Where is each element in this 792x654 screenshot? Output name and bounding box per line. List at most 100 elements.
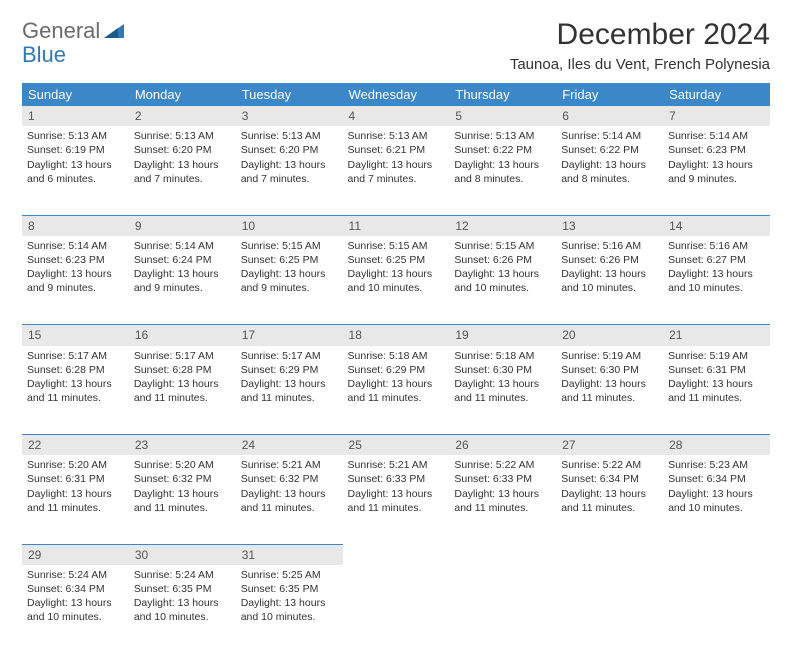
sunset-text: Sunset: 6:32 PM	[241, 472, 338, 486]
empty-day	[343, 565, 450, 654]
sunset-text: Sunset: 6:31 PM	[27, 472, 124, 486]
day-number: 25	[343, 435, 450, 456]
day-number: 13	[556, 215, 663, 236]
weekday-header: Wednesday	[343, 83, 450, 106]
daylight-text: Daylight: 13 hours and 10 minutes.	[454, 267, 551, 295]
sunset-text: Sunset: 6:20 PM	[134, 143, 231, 157]
sunset-text: Sunset: 6:34 PM	[668, 472, 765, 486]
weekday-header: Sunday	[22, 83, 129, 106]
sunrise-text: Sunrise: 5:18 AM	[348, 349, 445, 363]
calendar-table: SundayMondayTuesdayWednesdayThursdayFrid…	[22, 83, 770, 654]
day-cell: Sunrise: 5:20 AMSunset: 6:31 PMDaylight:…	[22, 455, 129, 544]
sunset-text: Sunset: 6:30 PM	[454, 363, 551, 377]
brand-name-part2: Blue	[22, 42, 66, 67]
day-cell: Sunrise: 5:13 AMSunset: 6:20 PMDaylight:…	[129, 126, 236, 215]
sunrise-text: Sunrise: 5:23 AM	[668, 458, 765, 472]
title-block: December 2024 Taunoa, Iles du Vent, Fren…	[510, 18, 770, 73]
sunrise-text: Sunrise: 5:20 AM	[134, 458, 231, 472]
daylight-text: Daylight: 13 hours and 11 minutes.	[668, 377, 765, 405]
day-cell: Sunrise: 5:22 AMSunset: 6:34 PMDaylight:…	[556, 455, 663, 544]
sunset-text: Sunset: 6:19 PM	[27, 143, 124, 157]
sunset-text: Sunset: 6:34 PM	[27, 582, 124, 596]
sunset-text: Sunset: 6:24 PM	[134, 253, 231, 267]
day-cell: Sunrise: 5:14 AMSunset: 6:22 PMDaylight:…	[556, 126, 663, 215]
day-number: 7	[663, 106, 770, 126]
day-cell: Sunrise: 5:24 AMSunset: 6:35 PMDaylight:…	[129, 565, 236, 654]
empty-day	[343, 544, 450, 565]
sunset-text: Sunset: 6:25 PM	[348, 253, 445, 267]
sunset-text: Sunset: 6:35 PM	[241, 582, 338, 596]
week-daynum-row: 22232425262728	[22, 435, 770, 456]
daylight-text: Daylight: 13 hours and 11 minutes.	[348, 377, 445, 405]
daylight-text: Daylight: 13 hours and 7 minutes.	[348, 158, 445, 186]
day-number: 16	[129, 325, 236, 346]
month-title: December 2024	[510, 18, 770, 52]
sunset-text: Sunset: 6:23 PM	[668, 143, 765, 157]
daylight-text: Daylight: 13 hours and 10 minutes.	[348, 267, 445, 295]
daylight-text: Daylight: 13 hours and 8 minutes.	[561, 158, 658, 186]
sunset-text: Sunset: 6:26 PM	[561, 253, 658, 267]
daylight-text: Daylight: 13 hours and 11 minutes.	[348, 487, 445, 515]
sunrise-text: Sunrise: 5:19 AM	[561, 349, 658, 363]
day-cell: Sunrise: 5:17 AMSunset: 6:29 PMDaylight:…	[236, 346, 343, 435]
week-content-row: Sunrise: 5:24 AMSunset: 6:34 PMDaylight:…	[22, 565, 770, 654]
empty-day	[556, 544, 663, 565]
day-cell: Sunrise: 5:14 AMSunset: 6:23 PMDaylight:…	[22, 236, 129, 325]
day-number: 20	[556, 325, 663, 346]
day-number: 4	[343, 106, 450, 126]
daylight-text: Daylight: 13 hours and 8 minutes.	[454, 158, 551, 186]
daylight-text: Daylight: 13 hours and 11 minutes.	[27, 377, 124, 405]
sunrise-text: Sunrise: 5:16 AM	[668, 239, 765, 253]
sunrise-text: Sunrise: 5:21 AM	[348, 458, 445, 472]
sunrise-text: Sunrise: 5:20 AM	[27, 458, 124, 472]
sunrise-text: Sunrise: 5:13 AM	[27, 129, 124, 143]
day-cell: Sunrise: 5:17 AMSunset: 6:28 PMDaylight:…	[129, 346, 236, 435]
sunset-text: Sunset: 6:27 PM	[668, 253, 765, 267]
day-number: 2	[129, 106, 236, 126]
sunset-text: Sunset: 6:28 PM	[134, 363, 231, 377]
sunset-text: Sunset: 6:32 PM	[134, 472, 231, 486]
day-cell: Sunrise: 5:13 AMSunset: 6:19 PMDaylight:…	[22, 126, 129, 215]
sunrise-text: Sunrise: 5:13 AM	[134, 129, 231, 143]
day-cell: Sunrise: 5:15 AMSunset: 6:25 PMDaylight:…	[236, 236, 343, 325]
daylight-text: Daylight: 13 hours and 10 minutes.	[668, 267, 765, 295]
daylight-text: Daylight: 13 hours and 11 minutes.	[454, 377, 551, 405]
daylight-text: Daylight: 13 hours and 10 minutes.	[668, 487, 765, 515]
sunset-text: Sunset: 6:35 PM	[134, 582, 231, 596]
daylight-text: Daylight: 13 hours and 11 minutes.	[134, 487, 231, 515]
daylight-text: Daylight: 13 hours and 10 minutes.	[241, 596, 338, 624]
sunrise-text: Sunrise: 5:14 AM	[134, 239, 231, 253]
weekday-header: Saturday	[663, 83, 770, 106]
day-number: 31	[236, 544, 343, 565]
day-number: 1	[22, 106, 129, 126]
sunset-text: Sunset: 6:22 PM	[561, 143, 658, 157]
calendar-body: 1234567Sunrise: 5:13 AMSunset: 6:19 PMDa…	[22, 106, 770, 654]
calendar-header-row: SundayMondayTuesdayWednesdayThursdayFrid…	[22, 83, 770, 106]
weekday-header: Thursday	[449, 83, 556, 106]
week-content-row: Sunrise: 5:13 AMSunset: 6:19 PMDaylight:…	[22, 126, 770, 215]
day-cell: Sunrise: 5:13 AMSunset: 6:22 PMDaylight:…	[449, 126, 556, 215]
daylight-text: Daylight: 13 hours and 11 minutes.	[561, 487, 658, 515]
sunrise-text: Sunrise: 5:21 AM	[241, 458, 338, 472]
day-cell: Sunrise: 5:19 AMSunset: 6:30 PMDaylight:…	[556, 346, 663, 435]
sunset-text: Sunset: 6:29 PM	[241, 363, 338, 377]
day-number: 8	[22, 215, 129, 236]
day-number: 3	[236, 106, 343, 126]
brand-name-part2-wrap: Blue	[22, 42, 66, 68]
sunrise-text: Sunrise: 5:24 AM	[27, 568, 124, 582]
daylight-text: Daylight: 13 hours and 9 minutes.	[134, 267, 231, 295]
sunset-text: Sunset: 6:33 PM	[454, 472, 551, 486]
day-cell: Sunrise: 5:15 AMSunset: 6:26 PMDaylight:…	[449, 236, 556, 325]
daylight-text: Daylight: 13 hours and 6 minutes.	[27, 158, 124, 186]
day-cell: Sunrise: 5:18 AMSunset: 6:29 PMDaylight:…	[343, 346, 450, 435]
day-number: 29	[22, 544, 129, 565]
sunset-text: Sunset: 6:25 PM	[241, 253, 338, 267]
empty-day	[663, 565, 770, 654]
day-cell: Sunrise: 5:23 AMSunset: 6:34 PMDaylight:…	[663, 455, 770, 544]
day-cell: Sunrise: 5:24 AMSunset: 6:34 PMDaylight:…	[22, 565, 129, 654]
weekday-header: Monday	[129, 83, 236, 106]
day-number: 6	[556, 106, 663, 126]
sunrise-text: Sunrise: 5:24 AM	[134, 568, 231, 582]
day-number: 10	[236, 215, 343, 236]
day-number: 18	[343, 325, 450, 346]
